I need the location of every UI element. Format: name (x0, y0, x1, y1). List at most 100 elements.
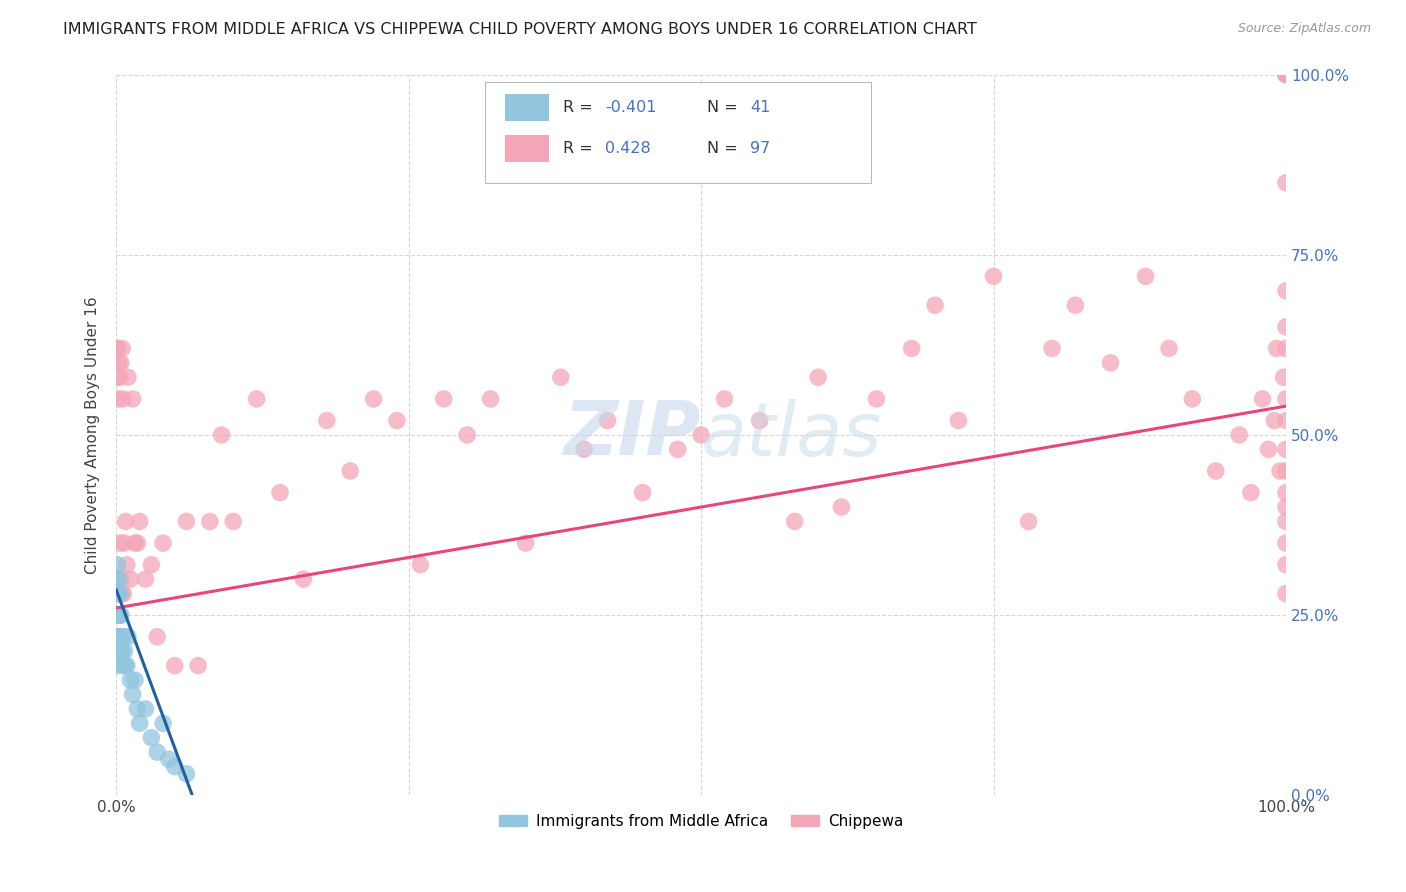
Point (1181, 392, 1204, 406)
Point (157, 752, 180, 766)
Point (128, 515, 150, 529)
Point (107, 558, 129, 572)
Point (114, 515, 136, 529)
Point (187, 658, 209, 673)
Text: IMMIGRANTS FROM MIDDLE AFRICA VS CHIPPEWA CHILD POVERTY AMONG BOYS UNDER 16 CORR: IMMIGRANTS FROM MIDDLE AFRICA VS CHIPPEW… (63, 22, 977, 37)
Point (1272, 370, 1295, 384)
Point (176, 515, 198, 529)
Point (117, 630, 139, 644)
Text: ZIP: ZIP (564, 399, 702, 472)
Point (631, 485, 654, 500)
Point (830, 500, 852, 514)
Point (515, 536, 537, 550)
Point (479, 392, 502, 406)
Point (105, 586, 128, 600)
Point (163, 759, 186, 773)
Point (124, 536, 146, 550)
Text: N =: N = (707, 141, 742, 156)
Point (1275, 68, 1298, 82)
Point (111, 586, 134, 600)
Point (1275, 68, 1298, 82)
Point (1275, 515, 1298, 529)
Point (111, 644, 134, 658)
Point (117, 370, 139, 384)
Point (128, 716, 150, 731)
Point (107, 572, 129, 586)
Point (108, 586, 131, 600)
Point (1275, 319, 1298, 334)
Point (1157, 342, 1180, 356)
Point (112, 630, 135, 644)
Point (127, 702, 149, 716)
Point (433, 392, 456, 406)
Point (385, 413, 408, 427)
Point (1275, 68, 1298, 82)
FancyBboxPatch shape (485, 82, 870, 183)
Point (107, 370, 129, 384)
Point (865, 392, 887, 406)
Point (107, 644, 129, 658)
Point (107, 630, 129, 644)
Point (1064, 298, 1087, 312)
Point (124, 673, 146, 687)
Point (713, 392, 735, 406)
Text: 41: 41 (751, 100, 770, 115)
Point (107, 572, 129, 586)
Point (107, 356, 129, 370)
Point (1251, 392, 1274, 406)
Point (1275, 500, 1298, 514)
Point (111, 630, 134, 644)
Point (807, 370, 830, 384)
Point (163, 658, 186, 673)
Point (1275, 68, 1298, 82)
Point (948, 413, 970, 427)
Point (983, 269, 1005, 284)
Point (107, 644, 129, 658)
Point (108, 630, 131, 644)
Point (748, 413, 770, 427)
Point (114, 536, 136, 550)
Point (108, 608, 131, 623)
Text: 97: 97 (751, 141, 770, 156)
Point (690, 428, 713, 442)
Point (1275, 586, 1298, 600)
Point (550, 370, 572, 384)
Point (108, 586, 131, 600)
Point (456, 428, 478, 442)
Point (152, 536, 174, 550)
Point (127, 536, 149, 550)
Point (115, 658, 138, 673)
Text: R =: R = (562, 100, 598, 115)
Point (107, 630, 129, 644)
Point (292, 572, 315, 586)
Point (1205, 464, 1227, 478)
Point (107, 586, 129, 600)
Point (134, 572, 156, 586)
Point (141, 731, 163, 745)
Point (107, 608, 129, 623)
Point (1275, 442, 1298, 457)
Point (146, 630, 169, 644)
Text: -0.401: -0.401 (605, 100, 657, 115)
Point (121, 688, 143, 702)
Point (1265, 342, 1288, 356)
Point (409, 558, 432, 572)
Text: atlas: atlas (702, 399, 883, 471)
Point (110, 630, 132, 644)
Point (900, 342, 922, 356)
Point (115, 558, 138, 572)
Point (1275, 392, 1298, 406)
Point (1135, 269, 1157, 284)
Point (105, 572, 128, 586)
Legend: Immigrants from Middle Africa, Chippewa: Immigrants from Middle Africa, Chippewa (494, 807, 910, 835)
Point (1018, 515, 1040, 529)
Point (110, 356, 132, 370)
Point (134, 702, 156, 716)
FancyBboxPatch shape (505, 94, 550, 121)
Point (211, 428, 233, 442)
Point (783, 515, 806, 529)
Point (107, 586, 129, 600)
Point (110, 644, 132, 658)
Point (112, 586, 135, 600)
Text: N =: N = (707, 100, 742, 115)
